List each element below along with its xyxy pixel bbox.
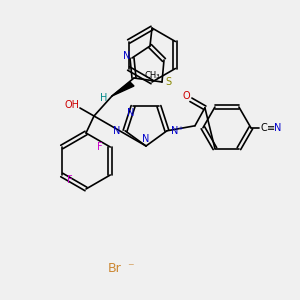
Text: N: N — [142, 134, 150, 144]
Text: H: H — [100, 93, 108, 103]
Text: ⁻: ⁻ — [127, 262, 133, 275]
Text: OH: OH — [64, 100, 80, 110]
Text: ≡: ≡ — [267, 123, 275, 133]
Text: C: C — [260, 123, 267, 133]
Polygon shape — [112, 82, 134, 96]
Text: N⁺: N⁺ — [171, 126, 183, 136]
Text: N: N — [128, 108, 135, 118]
Text: F: F — [98, 142, 103, 152]
Text: S: S — [165, 77, 171, 87]
Text: N: N — [274, 123, 282, 133]
Text: CH₃: CH₃ — [144, 70, 160, 80]
Text: F: F — [67, 175, 73, 185]
Text: N: N — [113, 126, 121, 136]
Text: N: N — [123, 51, 131, 61]
Text: O: O — [182, 91, 190, 101]
Text: Br: Br — [108, 262, 122, 275]
